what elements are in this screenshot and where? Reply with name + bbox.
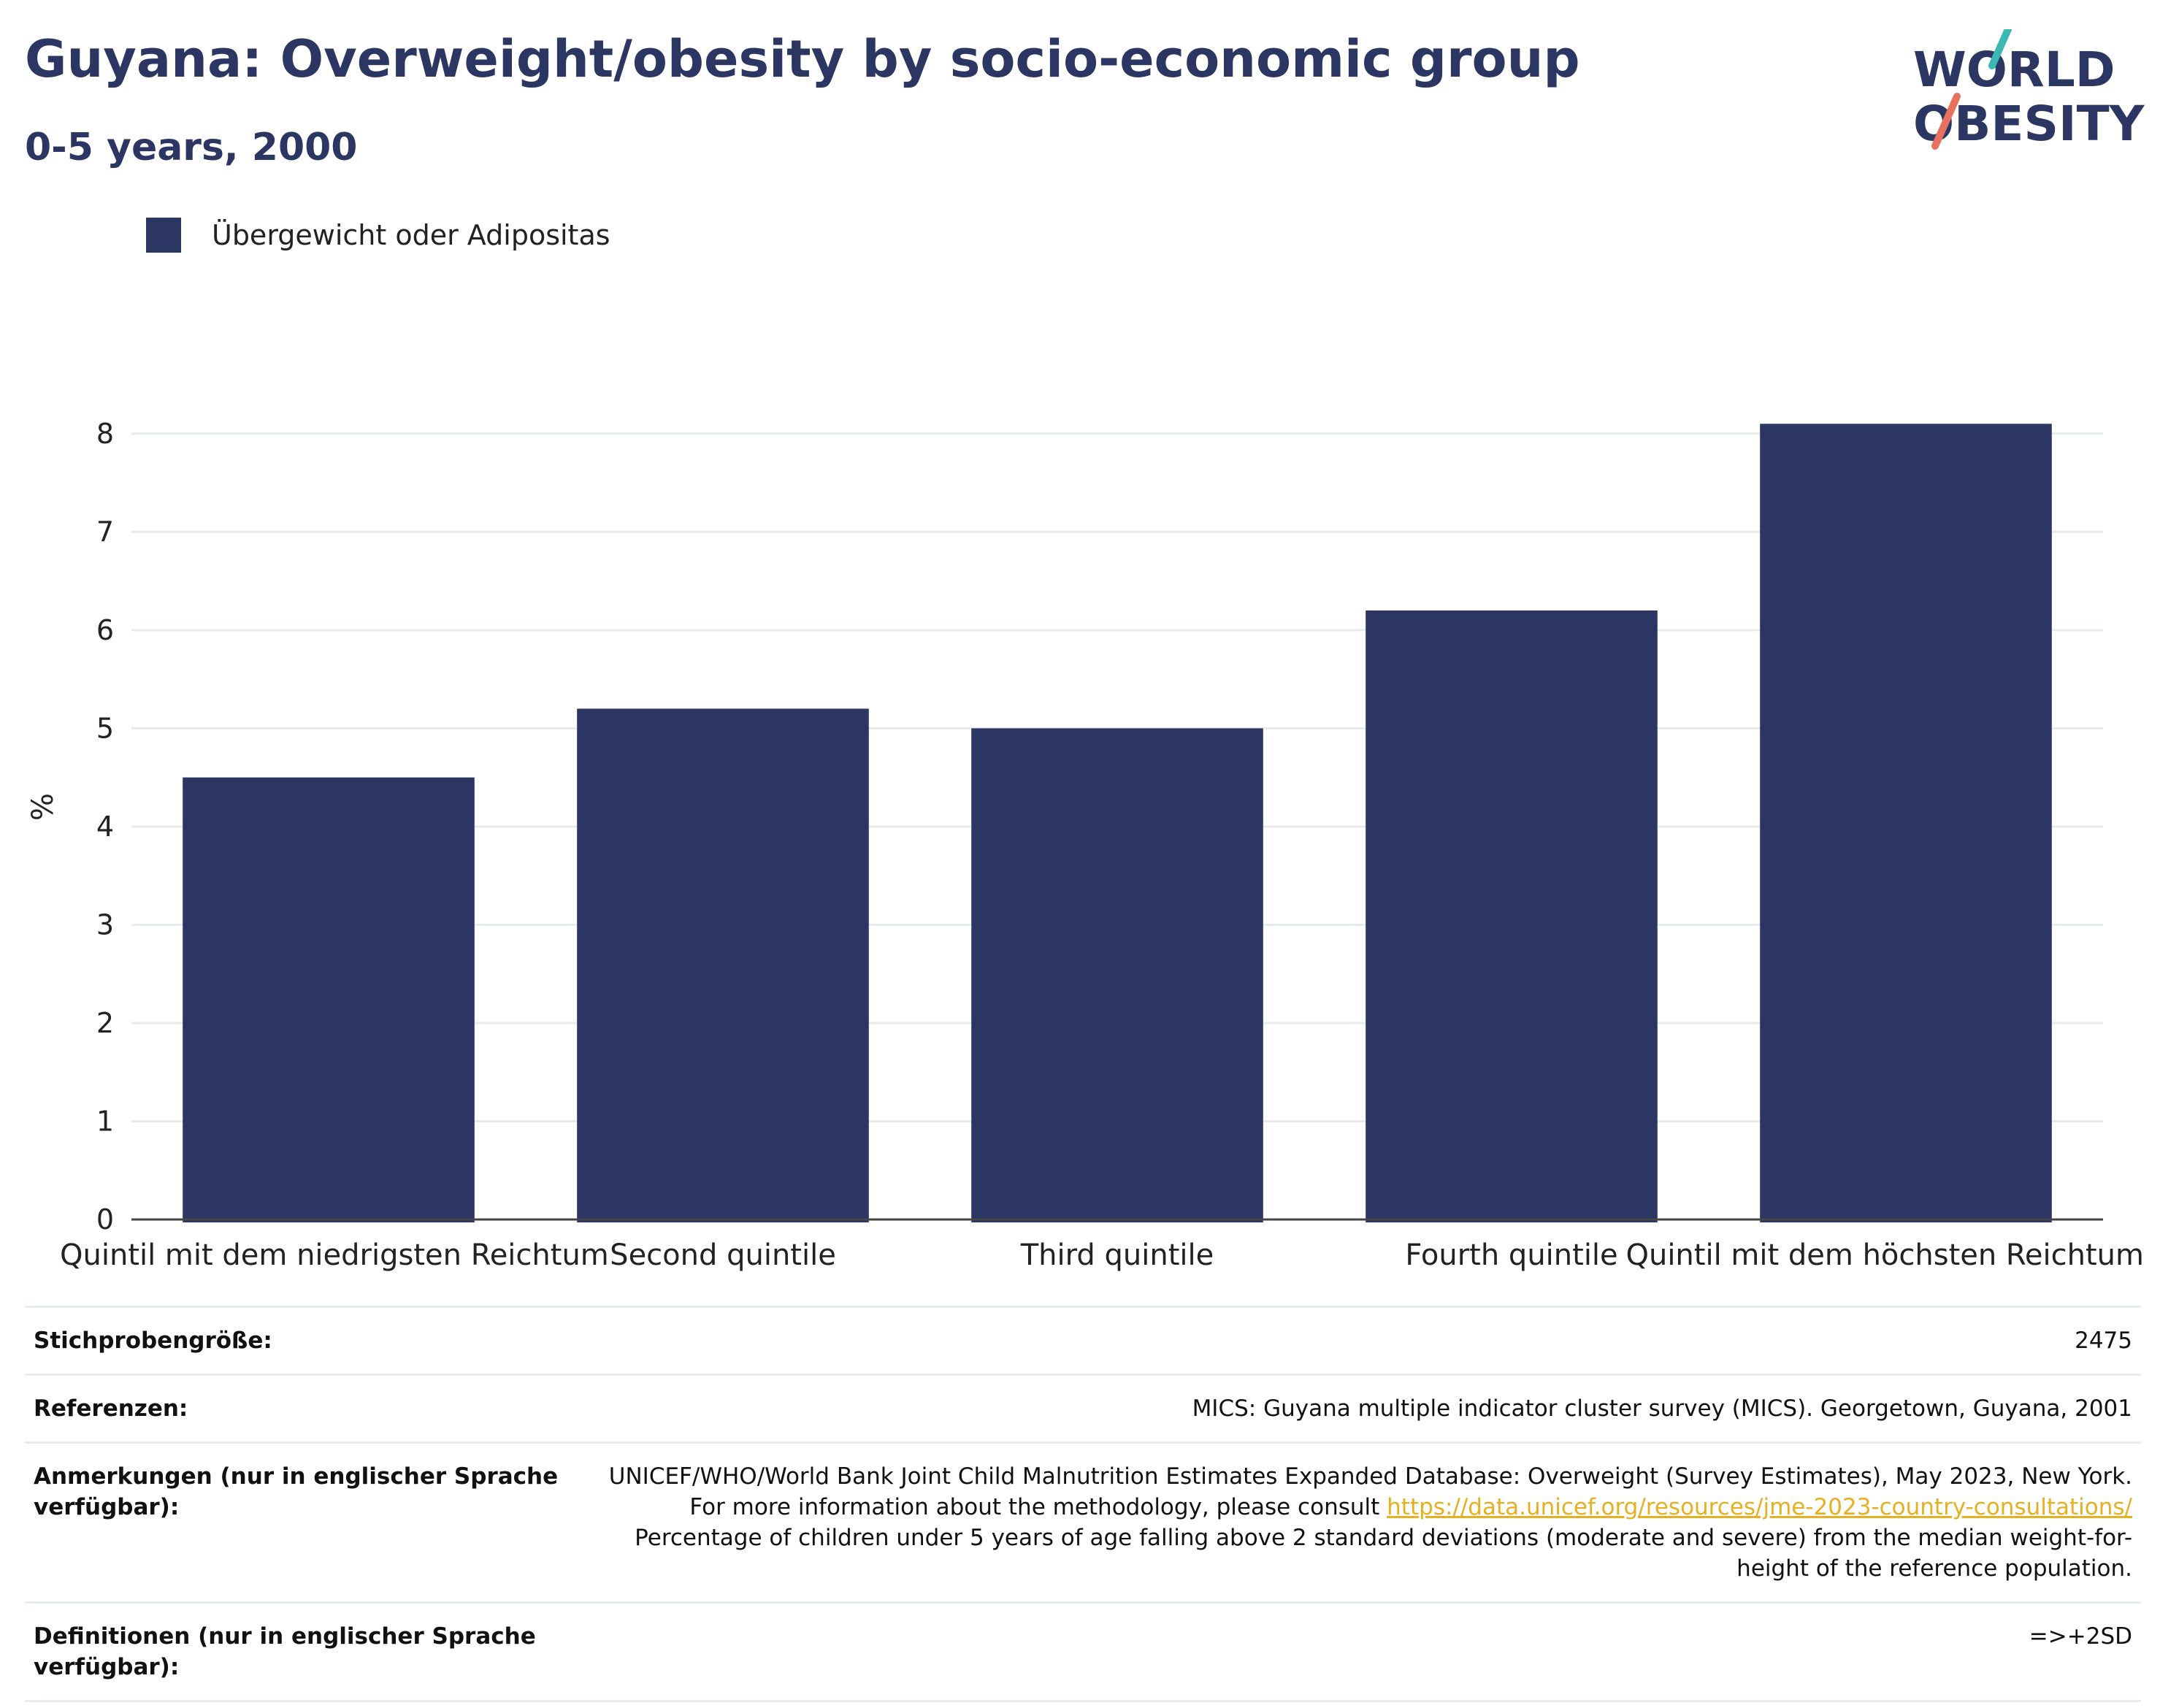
sample-size-label: Stichprobengröße: xyxy=(34,1328,272,1354)
info-row-definitions: Definitionen (nur in englischer Sprache … xyxy=(25,1602,2141,1701)
x-tick-label: Quintil mit dem höchsten Reichtum xyxy=(1625,1238,2144,1272)
y-tick-label: 1 xyxy=(96,1105,114,1137)
bars xyxy=(183,424,2052,1222)
notes-value: UNICEF/WHO/World Bank Joint Child Malnut… xyxy=(597,1443,2141,1603)
logo-accent-stroke-coral xyxy=(1931,93,1961,150)
info-row-references: Referenzen: MICS: Guyana multiple indica… xyxy=(25,1374,2141,1443)
legend-label: Übergewicht oder Adipositas xyxy=(212,219,610,251)
logo-line-1: WORLD xyxy=(1913,42,2115,98)
legend: Übergewicht oder Adipositas xyxy=(146,216,610,254)
y-tick-label: 6 xyxy=(96,614,114,646)
definitions-label: Definitionen (nur in englischer Sprache … xyxy=(34,1623,536,1680)
y-tick-label: 0 xyxy=(96,1203,114,1236)
chart-title: Guyana: Overweight/obesity by socio-econ… xyxy=(25,29,1580,89)
notes-label: Anmerkungen (nur in englischer Sprache v… xyxy=(34,1463,559,1520)
bar-chart: 0 1 2 3 4 5 6 7 8 Quintil mit dem niedrigsten Rei… xyxy=(26,418,2144,1272)
logo-accent-stroke-teal xyxy=(1988,29,2012,69)
info-table: Stichprobengröße: 2475 Referenzen: MICS:… xyxy=(25,1306,2141,1702)
y-tick-label: 5 xyxy=(96,712,114,744)
bar xyxy=(1760,424,2052,1222)
references-label: Referenzen: xyxy=(34,1395,188,1422)
sample-size-value: 2475 xyxy=(2075,1328,2132,1354)
notes-text-2: Percentage of children under 5 years of … xyxy=(635,1525,2132,1582)
notes-link[interactable]: https://data.unicef.org/resources/jme-20… xyxy=(1387,1494,2132,1520)
y-axis-label: % xyxy=(26,793,60,821)
y-tick-label: 7 xyxy=(96,516,114,548)
bar xyxy=(577,708,869,1222)
axes: 0 1 2 3 4 5 6 7 8 Quintil mit dem niedrigsten Rei… xyxy=(60,418,2144,1272)
x-tick-label: Quintil mit dem niedrigsten Reichtum xyxy=(60,1238,609,1272)
chart-subtitle: 0-5 years, 2000 xyxy=(25,126,358,169)
world-obesity-logo: WORLD OBESITY xyxy=(1913,29,2145,152)
x-tick-label: Fourth quintile xyxy=(1405,1238,1617,1272)
y-tick-label: 2 xyxy=(96,1007,114,1039)
definitions-value: =>+2SD xyxy=(2029,1623,2132,1650)
bar xyxy=(183,777,475,1222)
references-value: MICS: Guyana multiple indicator cluster … xyxy=(1192,1395,2132,1422)
legend-swatch xyxy=(146,218,181,253)
x-tick-label: Third quintile xyxy=(1020,1238,1214,1272)
y-tick-label: 8 xyxy=(96,418,114,450)
x-tick-label: Second quintile xyxy=(610,1238,836,1272)
y-tick-label: 4 xyxy=(96,811,114,843)
bar xyxy=(971,728,1263,1222)
notes-text-1: UNICEF/WHO/World Bank Joint Child Malnut… xyxy=(608,1463,2132,1520)
y-tick-label: 3 xyxy=(96,908,114,941)
info-row-sample-size: Stichprobengröße: 2475 xyxy=(25,1306,2141,1375)
bar xyxy=(1366,610,1658,1222)
info-row-notes: Anmerkungen (nur in englischer Sprache v… xyxy=(25,1442,2141,1603)
